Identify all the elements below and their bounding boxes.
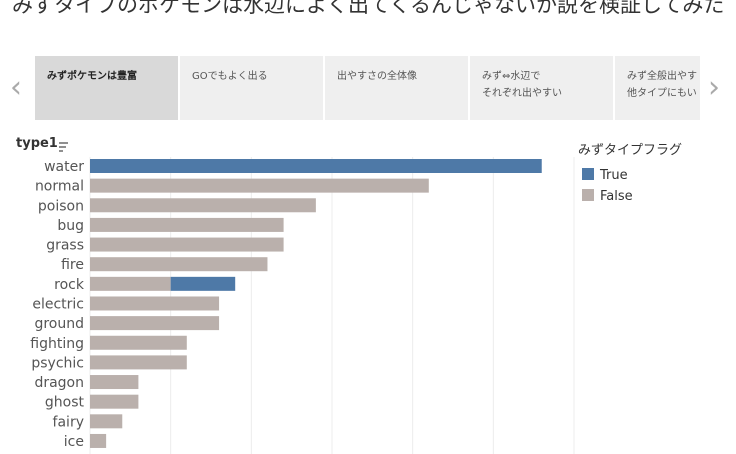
axis-header: type1 — [16, 136, 58, 151]
category-label: normal — [35, 179, 84, 195]
bar-segment — [90, 335, 187, 350]
story-tab[interactable]: みずポケモンは豊富 — [35, 56, 178, 120]
category-label: fighting — [30, 336, 84, 352]
category-label: poison — [38, 198, 84, 214]
sort-icon[interactable] — [59, 142, 68, 152]
bar-segment — [170, 276, 236, 291]
tab-text: 他タイプにもい — [627, 88, 697, 99]
bar-segment — [90, 276, 171, 291]
legend-swatch — [582, 168, 594, 180]
category-label: water — [44, 159, 84, 175]
bar-segment — [90, 198, 316, 213]
tab-text: 出やすさの全体像 — [337, 71, 417, 82]
category-label: fire — [61, 257, 84, 273]
story-tab[interactable]: GOでもよく出る — [180, 56, 323, 120]
tab-text: それぞれ出やすい — [482, 88, 562, 99]
bar-segment — [90, 237, 284, 252]
bar-segment — [90, 316, 220, 331]
chart: type1 みずタイプフラグ water normal poison bug grass… — [16, 136, 682, 454]
next-arrow[interactable]: › — [708, 70, 720, 105]
bar-segment — [90, 375, 139, 390]
category-label: grass — [46, 238, 84, 254]
legend-label: True — [599, 168, 628, 183]
story-tab[interactable]: みず⇔水辺でそれぞれ出やすい — [470, 56, 613, 120]
category-label: electric — [32, 296, 84, 312]
tab-text: みず全般出やす — [627, 71, 697, 82]
bar-segment — [90, 217, 284, 232]
bar-segment — [90, 178, 429, 193]
bar-segment — [90, 159, 542, 173]
bar-segment — [90, 355, 187, 370]
category-label: ice — [64, 434, 84, 450]
category-label: dragon — [34, 375, 84, 391]
category-label: ghost — [45, 395, 85, 411]
prev-arrow[interactable]: ‹ — [10, 70, 22, 105]
category-label: rock — [54, 277, 85, 293]
legend-label: False — [600, 189, 633, 204]
story-title: みずタイプのポケモンは水辺によく出てくるんじゃないか説を検証してみた — [12, 0, 725, 17]
category-label: bug — [57, 218, 84, 234]
tab-text: みずポケモンは豊富 — [47, 71, 137, 82]
bar-segment — [90, 414, 123, 429]
category-label: fairy — [53, 414, 84, 430]
category-label: ground — [34, 316, 84, 332]
story-tab[interactable]: 出やすさの全体像 — [325, 56, 468, 120]
bar-segment — [90, 394, 139, 409]
tab-text: GOでもよく出る — [192, 71, 268, 82]
tab-text: みず⇔水辺で — [482, 71, 541, 82]
bar-segment — [90, 257, 268, 272]
story-tab[interactable]: みず全般出やす 他タイプにもい — [615, 56, 700, 120]
bar-segment — [90, 433, 107, 448]
story-tabs: みずポケモンは豊富 GOでもよく出る 出やすさの全体像 みず⇔水辺で それぞれ出やすいみ… — [35, 56, 700, 120]
legend-title: みずタイプフラグ — [578, 143, 682, 158]
legend-swatch — [582, 189, 594, 201]
category-label: psychic — [31, 355, 84, 371]
bar-segment — [90, 296, 220, 311]
